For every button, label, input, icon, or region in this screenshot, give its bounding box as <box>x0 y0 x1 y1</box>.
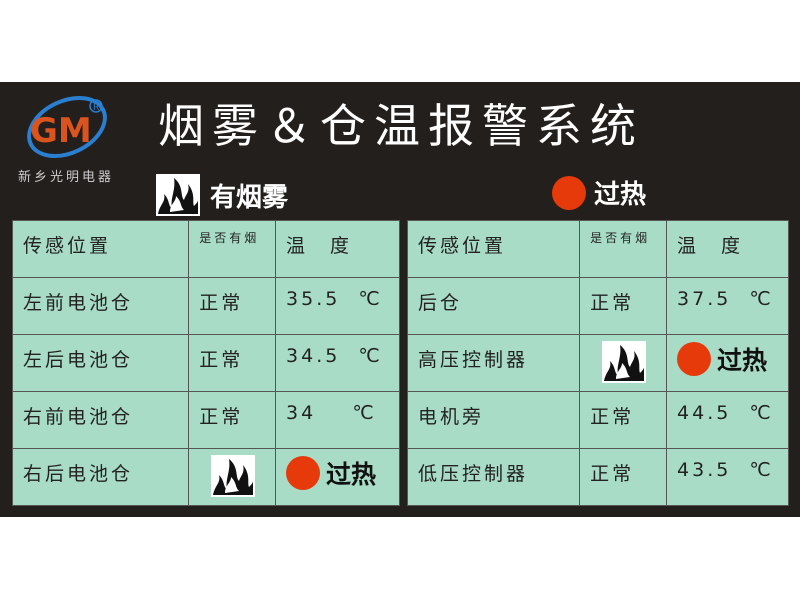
legend-smoke-label: 有烟雾 <box>210 182 289 213</box>
left-sensor-table: 传感位置 是否有烟 温 度 左前电池仓 正常 35.5 ℃ 左后电池仓 正常 34.5 … <box>11 220 400 506</box>
legend-overheat-label: 过热 <box>594 180 647 210</box>
smoke-status: 正常 <box>579 391 668 449</box>
temperature: 37.5 ℃ <box>666 277 789 335</box>
table-row: 电机旁 正常 44.5 ℃ <box>406 391 789 449</box>
column-header: 是否有烟 <box>579 220 668 278</box>
legend-smoke: 有烟雾 <box>156 174 288 216</box>
column-header: 温 度 <box>666 220 789 278</box>
overheat-label: 过热 <box>326 460 377 489</box>
smoke-status <box>188 448 277 506</box>
smoke-status: 正常 <box>188 277 277 335</box>
table-row: 高压控制器 过热 <box>406 334 789 392</box>
page-title: 烟雾＆仓温报警系统 <box>158 99 644 153</box>
table-row: 右后电池仓 过热 <box>11 448 400 506</box>
alarm-dot-icon <box>552 175 586 210</box>
fire-icon <box>602 341 647 383</box>
table-row: 右前电池仓 正常 34 ℃ <box>11 391 400 449</box>
temperature: 过热 <box>666 334 789 392</box>
temperature: 35.5 ℃ <box>275 277 400 335</box>
column-header: 传感位置 <box>406 220 581 278</box>
temperature: 过热 <box>275 448 400 506</box>
table-row: 后仓 正常 37.5 ℃ <box>406 277 789 335</box>
location: 左前电池仓 <box>11 277 190 335</box>
table-row: 左后电池仓 正常 34.5 ℃ <box>11 334 400 392</box>
column-header: 温 度 <box>275 220 400 278</box>
svg-text:GM: GM <box>30 111 92 151</box>
table-row: 低压控制器 正常 43.5 ℃ <box>406 448 789 506</box>
right-sensor-table: 传感位置 是否有烟 温 度 后仓 正常 37.5 ℃ 高压控制器 过热 电机旁 正常 4… <box>406 220 789 506</box>
location: 后仓 <box>406 277 581 335</box>
smoke-status: 正常 <box>579 277 668 335</box>
temperature: 44.5 ℃ <box>666 391 789 449</box>
temperature: 34.5 ℃ <box>275 334 400 392</box>
location: 右前电池仓 <box>11 391 190 449</box>
temperature: 43.5 ℃ <box>666 448 789 506</box>
alarm-dot-icon <box>286 456 321 490</box>
table-header: 传感位置 是否有烟 温 度 <box>11 220 400 278</box>
column-header: 是否有烟 <box>188 220 277 278</box>
smoke-status: 正常 <box>188 391 277 449</box>
smoke-status: 正常 <box>188 334 277 392</box>
fire-icon <box>211 455 256 497</box>
svg-text:R: R <box>93 103 99 113</box>
alarm-dot-icon <box>677 342 712 376</box>
alarm-panel: GM R 新乡光明电器 烟雾＆仓温报警系统 有烟雾 过热 传感位置 是否有烟 温… <box>0 82 800 517</box>
table-row: 左前电池仓 正常 35.5 ℃ <box>11 277 400 335</box>
location: 左后电池仓 <box>11 334 190 392</box>
location: 高压控制器 <box>406 334 581 392</box>
legend-overheat: 过热 <box>552 174 646 211</box>
temperature: 34 ℃ <box>275 391 400 449</box>
overheat-label: 过热 <box>717 346 768 375</box>
company-name: 新乡光明电器 <box>18 170 115 185</box>
table-header: 传感位置 是否有烟 温 度 <box>406 220 789 278</box>
column-header: 传感位置 <box>11 220 190 278</box>
location: 低压控制器 <box>406 448 581 506</box>
company-logo: GM R <box>22 92 112 162</box>
smoke-status: 正常 <box>579 448 668 506</box>
smoke-status <box>579 334 668 392</box>
location: 右后电池仓 <box>11 448 190 506</box>
location: 电机旁 <box>406 391 581 449</box>
fire-icon <box>156 174 200 216</box>
